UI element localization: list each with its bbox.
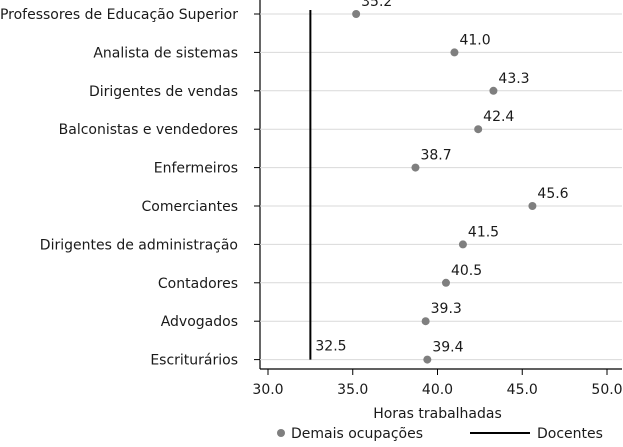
data-label: 40.5	[451, 263, 482, 279]
category-label: Dirigentes de vendas	[89, 84, 238, 100]
category-label: Comerciantes	[142, 199, 238, 215]
legend-label-demais-ocupacoes: Demais ocupações	[291, 426, 423, 442]
category-label: Analista de sistemas	[93, 45, 238, 61]
x-tick-label: 45.0	[507, 382, 538, 398]
data-point	[441, 278, 450, 287]
data-label: 38.7	[420, 148, 451, 164]
x-axis-title: Horas trabalhadas	[373, 406, 502, 422]
data-label: 41.0	[459, 32, 490, 48]
category-label: Contadores	[158, 276, 238, 292]
data-point	[352, 10, 361, 18]
category-label: Escriturários	[150, 353, 238, 369]
category-label: Balconistas e vendedores	[59, 122, 238, 138]
category-label: Enfermeiros	[154, 161, 238, 177]
data-label: 41.5	[468, 224, 499, 240]
category-label: Professores de Educação Superior	[0, 7, 238, 23]
x-tick-label: 35.0	[337, 382, 368, 398]
data-label: 39.3	[431, 301, 462, 317]
data-point	[528, 202, 537, 210]
data-label: 39.4	[432, 340, 463, 356]
data-point	[489, 86, 498, 95]
data-point	[423, 355, 432, 364]
data-point	[421, 317, 430, 326]
data-point	[450, 48, 459, 57]
category-label: Advogados	[161, 314, 238, 330]
data-label: 42.4	[483, 109, 514, 125]
x-tick-label: 50.0	[591, 382, 622, 398]
category-label: Dirigentes de administração	[40, 237, 238, 253]
data-point	[458, 240, 467, 249]
data-label: 45.6	[537, 186, 568, 202]
legend-marker-demais-ocupacoes	[277, 429, 285, 437]
data-point	[474, 125, 483, 134]
legend-label-docentes: Docentes	[537, 426, 603, 442]
x-tick-label: 40.0	[422, 382, 453, 398]
data-label: 43.3	[498, 71, 529, 87]
data-label: 35.2	[361, 0, 392, 10]
data-point	[411, 163, 420, 172]
x-tick-label: 30.0	[252, 382, 283, 398]
docentes-reference-label: 32.5	[315, 339, 346, 355]
